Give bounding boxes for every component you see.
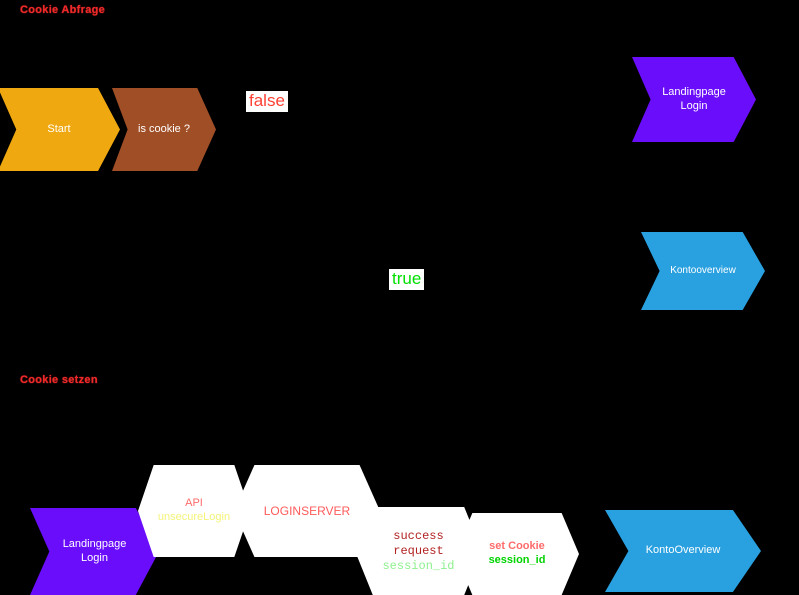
node-success-request-label: success request session_id (376, 529, 460, 574)
section-heading-cookie-setzen: Cookie setzen (20, 374, 98, 386)
node-loginserver[interactable]: LOGINSERVER (234, 465, 380, 557)
node-konto-overview-label: KontoOverview (645, 544, 721, 557)
node-landingpage-login-bottom-line1: Landingpage (62, 537, 127, 550)
edge-label-true: true (389, 269, 425, 290)
node-landingpage-login-bottom-line2: Login (81, 551, 108, 564)
node-loginserver-label: LOGINSERVER (263, 503, 351, 518)
node-set-cookie-line1: set Cookie (489, 540, 545, 553)
node-start-label: Start (47, 122, 71, 135)
node-landingpage-login-top-line2: Login (680, 99, 708, 112)
node-api-unsecure-login-line2: unsecureLogin (157, 511, 231, 523)
node-success-request-line2: request (393, 543, 444, 558)
node-landingpage-login-bottom[interactable]: Landingpage Login (30, 508, 159, 595)
node-kontooverview[interactable]: Kontooverview (641, 232, 765, 310)
node-api-unsecure-login-line1: API (185, 497, 203, 510)
node-landingpage-login-top-line1: Landingpage (662, 85, 726, 98)
node-landingpage-login-bottom-label: Landingpage Login (57, 538, 133, 566)
node-kontooverview-label: Kontooverview (670, 264, 736, 276)
node-set-cookie-label: set Cookie session_id (483, 540, 552, 568)
node-api-unsecure-login[interactable]: API unsecureLogin (138, 465, 250, 557)
node-landingpage-login-top-label: Landingpage Login (656, 86, 732, 114)
node-landingpage-login-top[interactable]: Landingpage Login (632, 57, 756, 142)
node-start[interactable]: Start (0, 88, 120, 171)
node-is-cookie-label: is cookie ? (138, 122, 190, 135)
node-api-unsecure-login-label: API unsecureLogin (152, 497, 236, 525)
node-konto-overview[interactable]: KontoOverview (605, 510, 761, 592)
node-is-cookie[interactable]: is cookie ? (112, 88, 216, 171)
section-heading-cookie-abfrage: Cookie Abfrage (20, 4, 106, 16)
node-set-cookie-line2: session_id (488, 554, 546, 566)
node-success-request-line1: success (393, 528, 444, 543)
node-success-request-line3: session_id (382, 558, 455, 573)
node-set-cookie[interactable]: set Cookie session_id (455, 513, 579, 595)
edge-label-false: false (246, 91, 288, 112)
